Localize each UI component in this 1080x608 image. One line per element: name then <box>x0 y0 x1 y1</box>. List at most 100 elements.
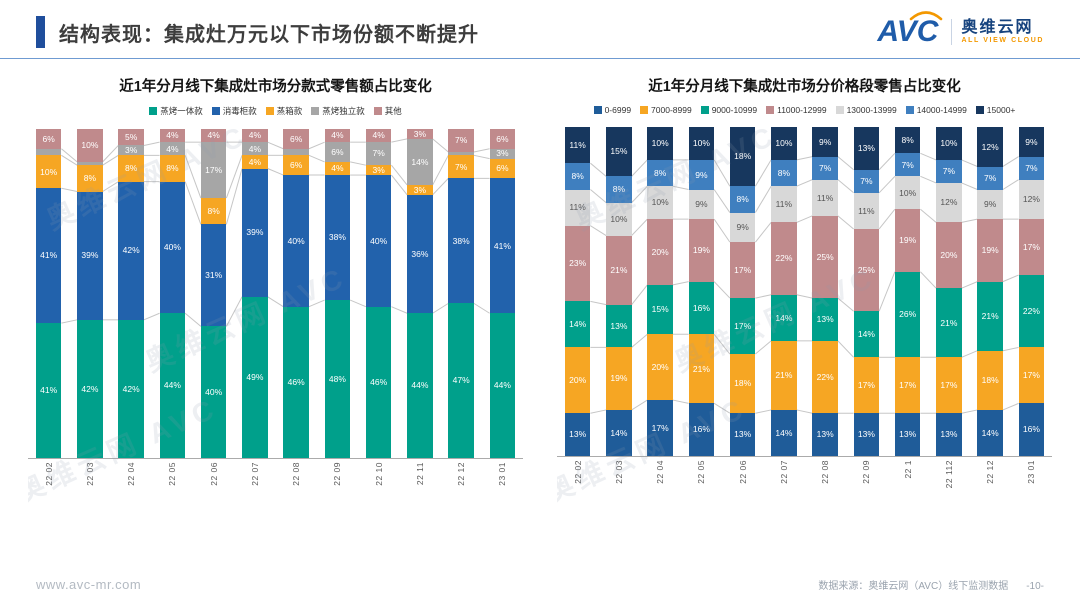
x-axis-label-cell: 22 08 <box>276 462 317 503</box>
x-axis-label: 22 02 <box>572 460 583 484</box>
stacked-bar: 16% 17% 22% 17% 12% 7% 9% <box>1018 127 1045 456</box>
stacked-bar: 13% 20% 14% 23% 11% 8% 11% <box>564 127 591 456</box>
bar-value-label: 7% <box>860 176 873 187</box>
bar-segment: 18% <box>729 354 756 414</box>
bar-segment: 38% <box>448 178 474 304</box>
bar-value-label: 21% <box>610 264 628 275</box>
stacked-bar: 13% 17% 26% 19% 10% 7% 8% <box>894 127 921 456</box>
x-axis-label: 22 06 <box>737 460 748 484</box>
bar-segment: 42% <box>118 319 144 458</box>
bar-value-label: 17% <box>857 380 875 391</box>
bar-value-label: 6% <box>42 133 55 144</box>
bar-column: 42% 39% 8% 10% <box>69 129 110 458</box>
bar-segment: 9% <box>812 127 838 157</box>
stacked-bar: 13% 17% 14% 25% 11% 7% 13% <box>853 127 880 456</box>
avc-wordmark-text: AVC <box>877 15 939 48</box>
x-axis-label-cell: 22 09 <box>846 460 887 501</box>
bar-value-label: 46% <box>287 377 305 388</box>
legend-swatch <box>211 107 220 115</box>
bar-value-label: 23% <box>569 258 587 269</box>
bar-value-label: 8% <box>736 194 749 205</box>
bar-segment: 6% <box>489 158 516 179</box>
bar-segment: 7% <box>1018 156 1045 180</box>
x-axis-label: 22 09 <box>861 460 872 484</box>
stacked-bar: 47% 38% 7% 7% <box>448 129 474 458</box>
bar-value-label: 38% <box>452 235 470 246</box>
x-axis-label-cell: 22 02 <box>557 460 598 501</box>
bar-segment: 8% <box>894 127 921 154</box>
bar-value-label: 14% <box>981 427 999 438</box>
bar-segment: 8% <box>606 176 632 203</box>
bar-value-label: 4% <box>331 163 344 174</box>
bar-column: 13% 17% 14% 25% 11% 7% 13% <box>846 127 887 456</box>
bar-value-label: 22% <box>775 253 793 264</box>
bar-value-label: 9% <box>818 136 832 147</box>
bar-segment: 13% <box>894 413 921 456</box>
bar-segment: 10% <box>35 155 62 189</box>
bar-column: 16% 21% 16% 19% 9% 9% 10% <box>681 127 722 456</box>
bar-value-label: 17% <box>940 380 958 391</box>
bar-segment: 4% <box>324 129 351 143</box>
bar-segment: 10% <box>606 202 632 236</box>
x-axis-label-cell: 22 12 <box>441 462 482 503</box>
legend-item: 蒸烤一体款 <box>149 105 203 117</box>
bar-segment: 38% <box>324 175 351 301</box>
bar-segment: 16% <box>688 281 715 335</box>
bar-column: 14% 21% 14% 22% 11% 8% 10% <box>763 127 804 456</box>
bar-value-label: 14% <box>411 156 429 167</box>
stacked-bar: 42% 42% 8% 3% 5% <box>118 129 144 458</box>
bar-segment: 10% <box>894 176 921 210</box>
bar-value-label: 18% <box>734 378 752 389</box>
bar-segment: 20% <box>647 334 673 401</box>
bar-value-label: 17% <box>1022 241 1040 252</box>
bar-value-label: 6% <box>289 133 303 144</box>
bars: 41% 41% 10% 6% 42% 39% 8% 10% 42% 42% 8% 3% 5% 44% 40%… <box>28 129 523 458</box>
x-axis-label: 22 12 <box>985 460 996 484</box>
bar-value-label: 22% <box>816 371 834 382</box>
x-axis-label-cell: 22 03 <box>598 460 639 501</box>
bar-value-label: 10% <box>651 197 669 208</box>
legend-swatch <box>640 106 649 114</box>
bar-value-label: 20% <box>651 361 669 372</box>
bar-value-label: 12% <box>1022 194 1040 205</box>
bar-segment: 7% <box>853 169 880 193</box>
bar-value-label: 9% <box>983 199 997 210</box>
bar-segment: 20% <box>564 347 591 414</box>
left-chart-x-axis: 22 02 22 03 22 04 22 05 22 06 22 07 22 08 22 09… <box>28 459 523 503</box>
bar-column: 14% 19% 13% 21% 10% 8% 15% <box>598 127 639 456</box>
left-chart-title: 近1年分月线下集成灶市场分款式零售额占比变化 <box>119 79 432 95</box>
bar-segment: 19% <box>894 209 921 272</box>
right-chart-legend: 0-6999 7000-8999 9000-10999 11000-12999 1300… <box>557 105 1052 115</box>
bar-value-label: 13% <box>734 429 752 440</box>
bar-segment: 9% <box>1018 127 1045 157</box>
bar-segment: 11% <box>771 186 797 223</box>
bar-column: 13% 17% 21% 20% 12% 7% 10% <box>928 127 969 456</box>
bar-value-label: 19% <box>981 245 999 256</box>
bar-value-label: 9% <box>736 222 749 233</box>
bar-segment: 18% <box>977 350 1003 410</box>
charts-row: 奥维云网 AVC 奥维云网 AVC 奥维云网 AVC 近1年分月线下集成灶市场分… <box>0 59 1080 571</box>
bar-segment: 42% <box>118 181 144 320</box>
bar-segment: 8% <box>729 186 756 213</box>
bar-column: 13% 18% 17% 17% 9% 8% 18% <box>722 127 763 456</box>
x-axis-label: 22 06 <box>208 462 219 486</box>
bar-segment: 7% <box>448 155 474 179</box>
right-chart-title: 近1年分月线下集成灶市场分价格段零售占比变化 <box>648 79 961 95</box>
series-connector-lines <box>557 127 1052 456</box>
bar-value-label: 9% <box>1025 136 1038 147</box>
bar-value-label: 19% <box>899 235 917 246</box>
bar-value-label: 10% <box>899 187 917 198</box>
bar-value-label: 16% <box>692 424 710 435</box>
bar-value-label: 14% <box>775 312 793 323</box>
bar-segment: 3% <box>407 184 433 195</box>
x-axis-label: 22 05 <box>696 460 707 484</box>
bar-segment: 14% <box>771 409 797 456</box>
bar-value-label: 18% <box>981 375 999 386</box>
bar-value-label: 3% <box>496 148 509 159</box>
bar-column: 14% 18% 21% 19% 9% 7% 12% <box>970 127 1011 456</box>
bar-value-label: 21% <box>981 310 999 321</box>
x-axis-label-cell: 22 12 <box>970 460 1011 501</box>
legend-swatch <box>835 106 844 114</box>
bar-segment: 3% <box>118 145 144 156</box>
